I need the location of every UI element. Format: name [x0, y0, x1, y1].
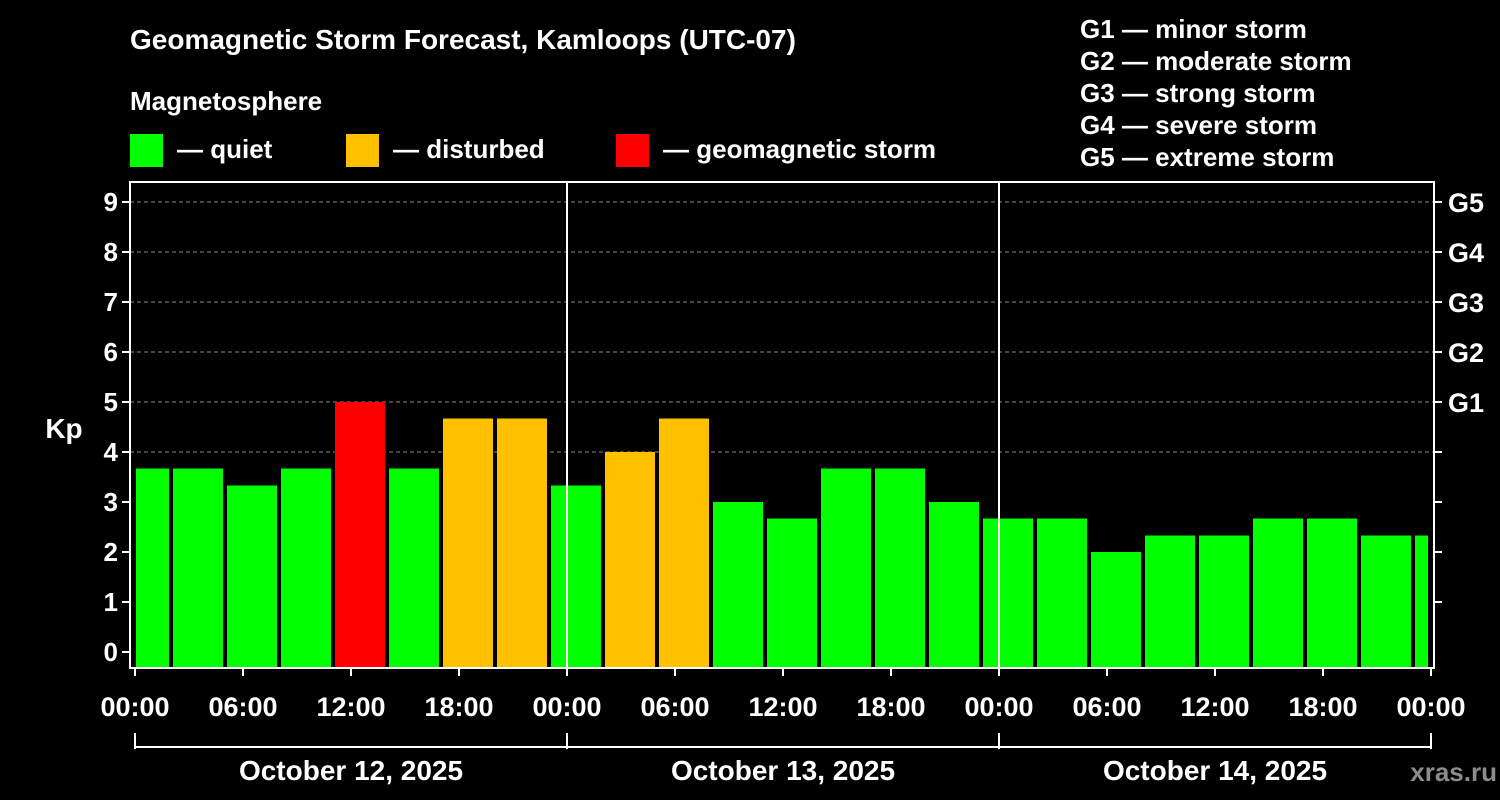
bar-8-disturbed	[497, 418, 547, 668]
x-tick-label-3: 18:00	[424, 692, 493, 722]
g-axis-label-g1: G1	[1448, 388, 1484, 418]
g-scale-g1: G1 — minor storm	[1080, 14, 1307, 44]
g-axis-label-g5: G5	[1448, 188, 1484, 218]
bar-10-disturbed	[605, 452, 655, 668]
bar-12-quiet	[713, 502, 763, 668]
y-tick-label-3: 3	[104, 487, 118, 517]
y-tick-label-7: 7	[104, 287, 118, 317]
y-tick-label-1: 1	[104, 587, 118, 617]
bar-21-quiet	[1199, 535, 1249, 668]
bar-22-quiet	[1253, 518, 1303, 668]
g-axis-label-g3: G3	[1448, 288, 1484, 318]
axes: 0 1 2 3 4 5 6 7 8 9 G1 G2 G3 G4 G5 00:00 06:00 12:00 18:00…	[100, 187, 1484, 749]
x-tick-label-6: 12:00	[748, 692, 817, 722]
bar-3-quiet	[227, 485, 277, 668]
bars	[136, 402, 1428, 668]
bar-18-quiet	[1037, 518, 1087, 668]
x-tick-label-4: 00:00	[532, 692, 601, 722]
x-tick-label-9: 06:00	[1072, 692, 1141, 722]
bar-5-storm	[335, 402, 385, 668]
bar-4-quiet	[281, 468, 331, 668]
bar-16-quiet	[929, 502, 979, 668]
legend-label-storm: — geomagnetic storm	[663, 134, 936, 164]
bar-20-quiet	[1145, 535, 1195, 668]
bar-15-quiet	[875, 468, 925, 668]
x-tick-label-2: 12:00	[316, 692, 385, 722]
g-scale-g3: G3 — strong storm	[1080, 78, 1315, 108]
bar-17-quiet	[983, 518, 1033, 668]
bar-6-quiet	[389, 468, 439, 668]
y-axis-label: Kp	[45, 413, 82, 444]
watermark: xras.ru	[1410, 757, 1497, 787]
g-scale-g5: G5 — extreme storm	[1080, 142, 1334, 172]
y-tick-label-2: 2	[104, 537, 118, 567]
bar-7-disturbed	[443, 418, 493, 668]
day-label-1: October 12, 2025	[239, 755, 463, 786]
bar-11-disturbed	[659, 418, 709, 668]
bar-25-quiet	[1415, 535, 1428, 668]
y-tick-label-6: 6	[104, 337, 118, 367]
x-tick-label-8: 00:00	[964, 692, 1033, 722]
legend-swatch-disturbed	[346, 134, 379, 167]
bar-1-quiet	[136, 468, 169, 668]
y-tick-label-5: 5	[104, 387, 118, 417]
day-label-2: October 13, 2025	[671, 755, 895, 786]
g-axis-label-g2: G2	[1448, 338, 1484, 368]
legend-label-quiet: — quiet	[177, 134, 273, 164]
y-tick-label-8: 8	[104, 237, 118, 267]
bar-14-quiet	[821, 468, 871, 668]
x-tick-label-7: 18:00	[856, 692, 925, 722]
bar-19-quiet	[1091, 552, 1141, 668]
bar-23-quiet	[1307, 518, 1357, 668]
x-tick-label-10: 12:00	[1180, 692, 1249, 722]
bar-9-quiet	[551, 485, 601, 668]
x-tick-label-12: 00:00	[1396, 692, 1465, 722]
x-tick-label-11: 18:00	[1288, 692, 1357, 722]
y-tick-label-9: 9	[104, 187, 118, 217]
g-scale-g2: G2 — moderate storm	[1080, 46, 1352, 76]
day-label-3: October 14, 2025	[1103, 755, 1327, 786]
legend-swatch-storm	[616, 134, 649, 167]
bar-2-quiet	[173, 468, 223, 668]
x-tick-label-5: 06:00	[640, 692, 709, 722]
bar-13-quiet	[767, 518, 817, 668]
g-axis-label-g4: G4	[1448, 238, 1484, 268]
y-tick-label-4: 4	[104, 437, 119, 467]
legend-swatch-quiet	[130, 134, 163, 167]
bar-24-quiet	[1361, 535, 1411, 668]
x-tick-label-1: 06:00	[208, 692, 277, 722]
x-tick-label-0: 00:00	[100, 692, 169, 722]
chart-title: Geomagnetic Storm Forecast, Kamloops (UT…	[130, 24, 796, 55]
legend-title: Magnetosphere	[130, 86, 322, 116]
legend-label-disturbed: — disturbed	[393, 134, 545, 164]
g-scale-g4: G4 — severe storm	[1080, 110, 1317, 140]
y-tick-label-0: 0	[104, 637, 118, 667]
